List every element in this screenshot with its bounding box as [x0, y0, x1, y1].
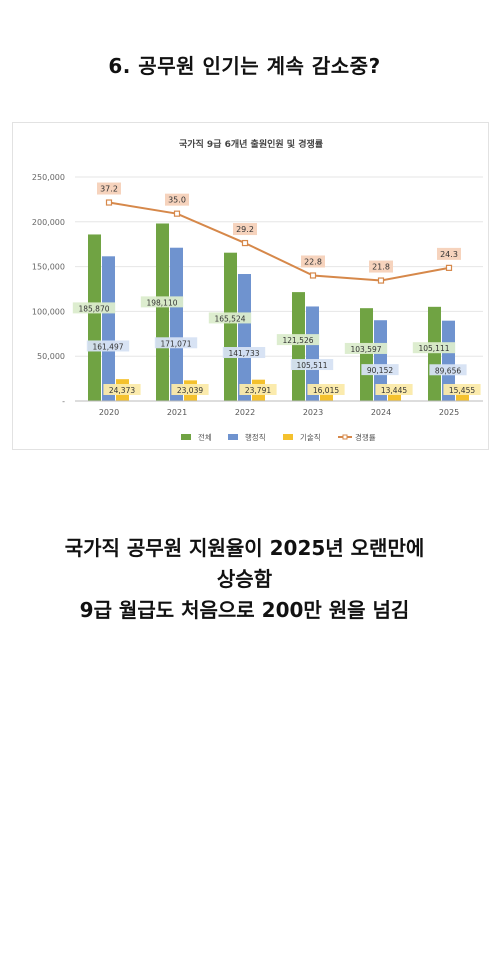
bar-전체	[360, 308, 373, 401]
bar-행정직	[238, 274, 251, 401]
bar-전체	[156, 223, 169, 401]
data-label-bg	[72, 302, 116, 314]
data-label: 185,870	[78, 304, 109, 313]
data-label: 16,015	[313, 386, 339, 395]
rate-label: 24.3	[440, 250, 458, 259]
x-tick-label: 2021	[167, 408, 187, 417]
chart-title: 국가직 9급 6개년 출원인원 및 경쟁률	[179, 138, 323, 150]
x-tick-label: 2024	[371, 408, 391, 417]
data-label: 161,497	[92, 342, 123, 351]
data-label-bg	[171, 384, 209, 395]
legend-swatch	[181, 434, 191, 440]
rate-label: 29.2	[236, 225, 254, 234]
data-label-bg	[375, 384, 413, 395]
y-tick-label: -	[62, 397, 65, 406]
caption: 국가직 공무원 지원율이 2025년 오랜만에 상승함 9급 월급도 처음으로 …	[0, 533, 489, 626]
bar-행정직	[306, 306, 319, 401]
rate-point	[173, 210, 181, 217]
caption-line-2: 상승함	[216, 567, 273, 591]
data-label: 89,656	[435, 366, 461, 375]
legend-marker	[342, 434, 348, 440]
bar-전체	[88, 234, 101, 401]
data-label-bg	[208, 312, 252, 324]
x-tick-label: 2020	[99, 408, 119, 417]
bar-행정직	[102, 256, 115, 401]
data-label: 121,526	[282, 336, 313, 345]
data-label-bg	[344, 342, 388, 354]
data-label-bg	[429, 364, 467, 376]
data-label: 24,373	[109, 386, 135, 395]
bar-행정직	[442, 320, 455, 401]
bar-전체	[224, 252, 237, 401]
data-label: 105,511	[296, 361, 327, 370]
rate-label-bg	[437, 247, 461, 260]
data-label: 15,455	[449, 386, 475, 395]
data-label-bg	[239, 384, 277, 395]
data-label: 141,733	[228, 349, 259, 358]
bar-행정직	[170, 247, 183, 401]
data-label-bg	[86, 340, 130, 352]
y-tick-label: 250,000	[32, 173, 65, 182]
bar-전체	[428, 306, 441, 401]
legend-label: 경쟁률	[355, 432, 376, 442]
data-label-bg	[140, 296, 184, 308]
rate-point	[377, 277, 385, 284]
legend-swatch	[228, 434, 238, 440]
caption-line-3: 9급 월급도 처음으로 200만 원을 넘김	[79, 598, 410, 622]
rate-label-bg	[301, 255, 325, 268]
data-label: 165,524	[214, 314, 245, 323]
rate-line	[108, 201, 450, 282]
bar-전체	[292, 292, 305, 401]
data-label-bg	[290, 359, 334, 371]
y-tick-label: 150,000	[32, 263, 65, 272]
data-label-bg	[361, 364, 399, 376]
data-label: 198,110	[146, 298, 177, 307]
legend-swatch	[283, 434, 293, 440]
rate-point	[105, 199, 113, 206]
data-label: 103,597	[350, 345, 381, 354]
data-label-bg	[154, 337, 198, 349]
rate-label: 21.8	[372, 263, 390, 272]
chart-card: 국가직 9급 6개년 출원인원 및 경쟁률 - 50,000 100,000 150,…	[12, 122, 489, 450]
data-label: 23,039	[177, 386, 203, 395]
data-label-bg	[412, 342, 456, 354]
data-label: 90,152	[367, 366, 393, 375]
rate-label-bg	[165, 193, 189, 206]
rate-label-bg	[97, 182, 121, 195]
data-label: 13,445	[381, 386, 407, 395]
x-tick-label: 2022	[235, 408, 255, 417]
rate-point	[309, 272, 317, 279]
rate-label: 37.2	[100, 185, 118, 194]
x-tick-label: 2025	[439, 408, 459, 417]
page-headline: 6. 공무원 인기는 계속 감소중?	[108, 54, 381, 78]
rate-label-bg	[369, 260, 393, 273]
y-tick-label: 100,000	[32, 307, 65, 316]
data-label-bg	[222, 347, 266, 359]
legend-label: 행정직	[245, 432, 266, 442]
rate-label: 35.0	[168, 196, 186, 205]
rate-label: 22.8	[304, 257, 322, 266]
data-label: 171,071	[160, 339, 191, 348]
legend-label: 기술직	[300, 432, 321, 442]
data-label-bg	[276, 334, 320, 346]
chart-svg: 국가직 9급 6개년 출원인원 및 경쟁률 - 50,000 100,000 150,…	[32, 138, 483, 442]
data-label-bg	[103, 384, 141, 395]
rate-point	[241, 239, 249, 247]
data-label-bg	[307, 384, 345, 395]
rate-point	[445, 264, 453, 271]
caption-line-1: 국가직 공무원 지원율이 2025년 오랜만에	[64, 536, 425, 560]
data-label-bg	[443, 384, 481, 395]
legend-label: 전체	[198, 432, 212, 442]
rate-label-bg	[233, 223, 257, 236]
data-label: 105,111	[418, 344, 449, 353]
x-tick-label: 2023	[303, 408, 323, 417]
bar-행정직	[374, 320, 387, 401]
y-tick-label: 200,000	[32, 218, 65, 227]
y-tick-label: 50,000	[37, 352, 65, 361]
data-label: 23,791	[245, 386, 271, 395]
